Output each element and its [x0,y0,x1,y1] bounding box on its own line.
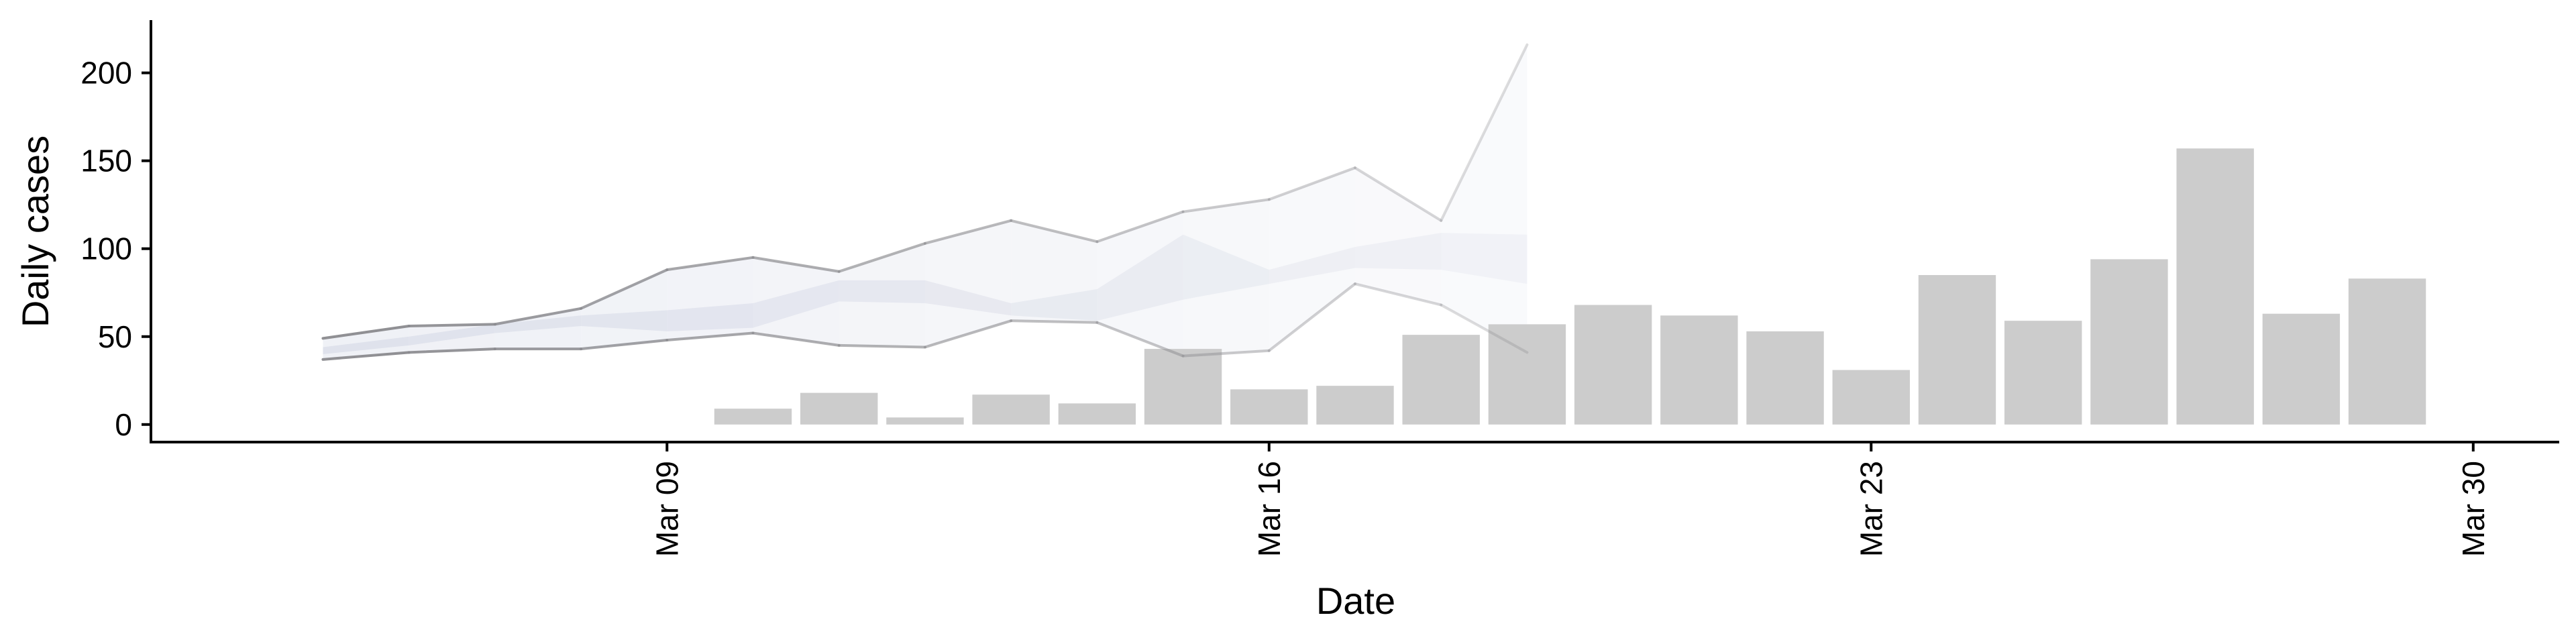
case-bar [1230,389,1308,425]
outer-band-segment [581,270,667,350]
outer-band-segment [1183,199,1269,356]
case-bar [972,394,1050,425]
x-tick-label: Mar 09 [649,461,684,557]
case-bar [1832,370,1910,425]
case-bar [2176,148,2254,425]
upper-bound-line [1181,198,1271,213]
case-bar [2090,259,2168,425]
outer-band-segment [1355,168,1442,305]
lower-bound-line [1095,321,1185,358]
inner-band-segment [1441,233,1527,284]
lower-bound-line [1010,319,1099,324]
y-ticks: 0 50 100 150 200 [80,56,151,442]
upper-bound-line [665,256,755,272]
y-axis-title: Daily cases [14,136,56,327]
upper-bound-line [1267,166,1356,201]
projection-bands [323,44,1527,360]
upper-bound-line [1095,210,1185,244]
case-bar [800,392,878,425]
inner-band-segment [409,324,495,345]
lower-bound-line [1440,303,1529,354]
case-bar [1316,386,1394,425]
outer-band-segment [1269,168,1355,351]
lower-bound-line [665,331,755,341]
lower-bound-line [321,351,411,361]
inner-band-segment [323,336,409,354]
inner-band-segment [581,310,667,331]
case-bar [714,409,792,425]
x-tick-label: Mar 16 [1252,461,1287,557]
case-bar [2348,278,2426,425]
upper-bound-line [1010,219,1099,244]
inner-band-segment [1355,233,1442,270]
x-tick-label: Mar 23 [1854,461,1888,557]
case-bar [1058,403,1136,425]
upper-bound-line [1354,166,1443,222]
lower-bound-line [837,343,926,349]
case-bar [1918,275,1996,425]
y-tick-label: 100 [80,231,132,266]
y-tick-label: 0 [115,407,132,442]
inner-band-segment [1183,234,1269,300]
case-bar [1144,349,1222,425]
case-bar [1746,331,1824,425]
lower-bound-line [923,319,1013,349]
inner-band-segment [1097,234,1183,321]
lower-bound-line [751,331,841,347]
y-tick-label: 150 [80,144,132,178]
outer-band-segment [1441,44,1527,353]
lower-bound-line [1267,282,1356,352]
y-tick-label: 200 [80,56,132,91]
case-bar [2004,321,2082,425]
inner-band-segment [924,280,1012,316]
inner-band-segment [667,303,753,331]
x-ticks: Mar 09 Mar 16 Mar 23 Mar 30 [649,442,2491,557]
lower-bound-line [580,338,669,351]
upper-bound-line [837,241,926,273]
daily-case-bars [714,148,2426,425]
upper-bound-line [751,256,841,273]
y-tick-label: 50 [98,319,132,354]
lower-bound-line [407,347,496,354]
axes [150,20,2559,443]
upper-bound-line [1440,43,1529,222]
upper-bound-line [493,307,583,326]
lower-bound-line [1354,282,1443,307]
inner-band-segment [1011,288,1097,321]
inner-band-segment [494,315,582,333]
upper-bound-line [407,323,496,328]
inner-band-segment [1269,247,1355,284]
inner-band-segment [753,280,839,328]
x-tick-label: Mar 30 [2456,461,2491,557]
x-axis-title: Date [1316,580,1395,622]
case-bar [1402,335,1480,425]
outer-band-segment [1097,211,1183,356]
case-bar [1660,315,1738,425]
inner-band-segment [839,280,925,303]
lower-bound-line [1181,349,1271,358]
case-bar [1574,305,1652,425]
outer-band-segment [924,220,1012,347]
case-bar [2262,313,2341,425]
case-bar [1488,324,1566,425]
upper-bound-line [580,268,669,310]
projection-lines [321,43,1529,361]
upper-bound-line [923,219,1013,245]
upper-bound-line [321,325,411,340]
case-bar [886,417,964,425]
